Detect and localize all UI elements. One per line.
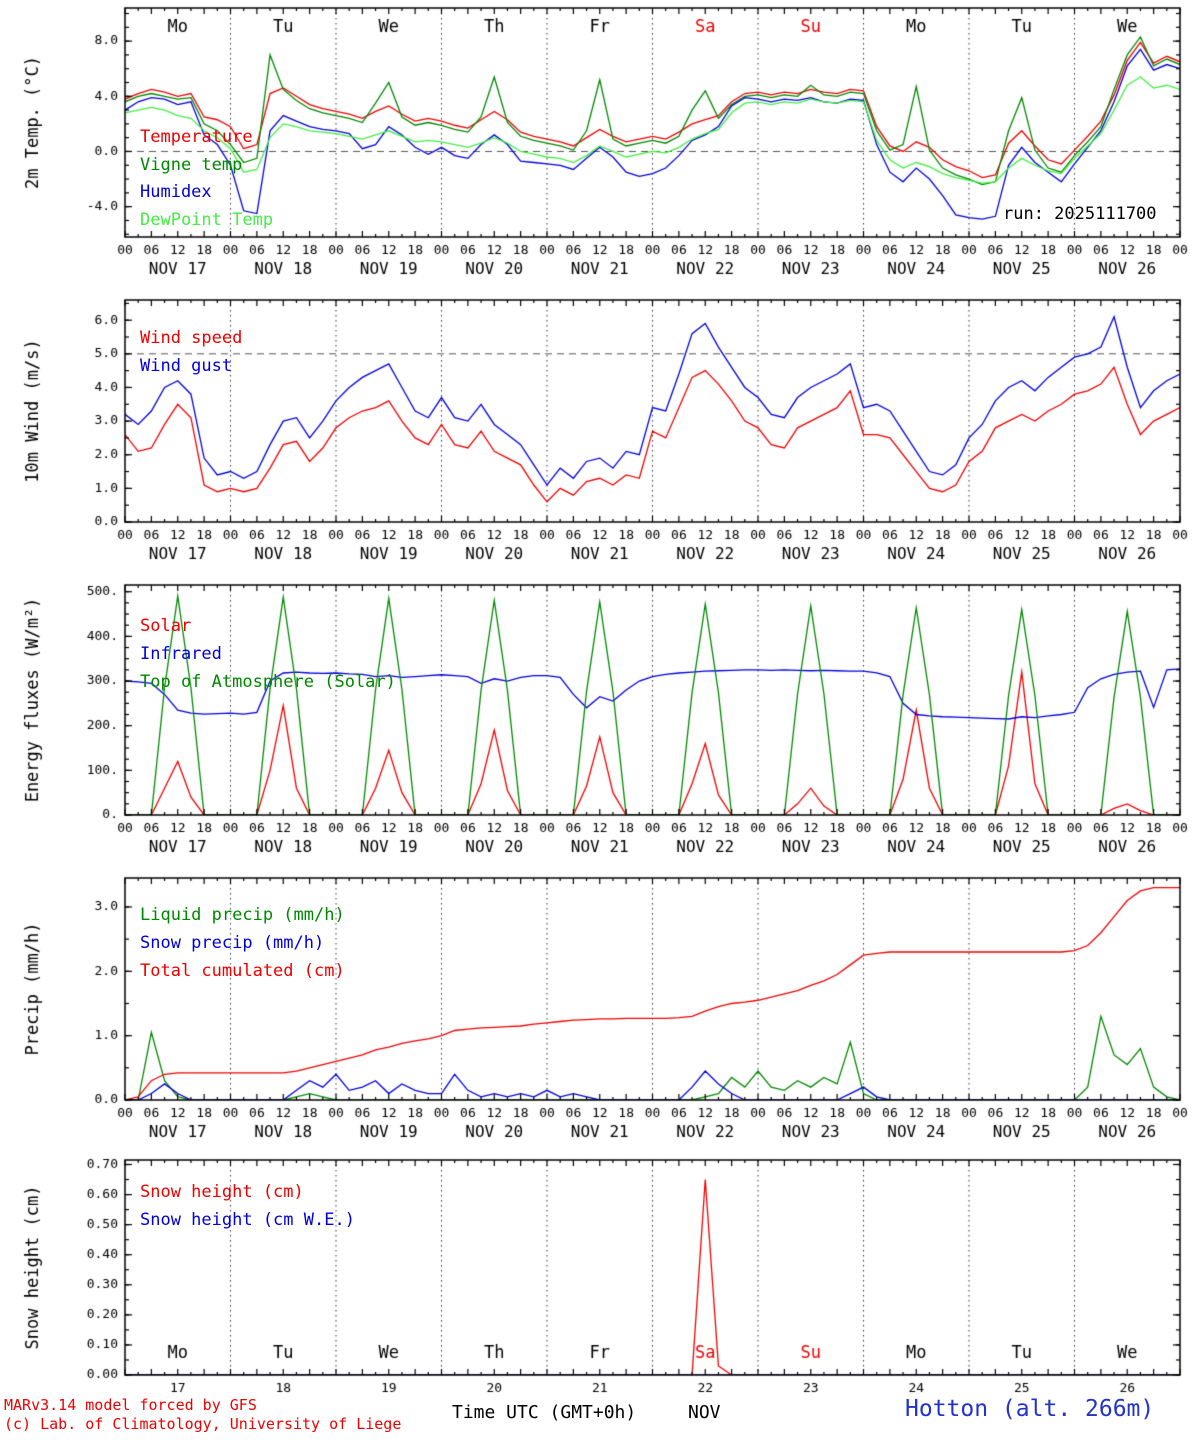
legend-toa-solar: Top of Atmosphere (Solar) [140,672,396,692]
legend-infrared: Infrared [140,644,222,664]
run-label: run: 2025111700 [1003,204,1157,224]
legend-temperature: Temperature [140,127,253,147]
x-axis-title: Time UTC (GMT+0h) [452,1402,637,1423]
legend-humidex: Humidex [140,182,212,202]
model-credit-line1: MARv3.14 model forced by GFS [4,1396,257,1414]
legend-wind-gust: Wind gust [140,356,233,376]
legend-solar: Solar [140,616,192,636]
station-label: Hotton (alt. 266m) [905,1396,1155,1422]
legend-vigne-temp: Vigne temp [140,155,243,175]
legend-wind-speed: Wind speed [140,328,243,348]
legend-dewpoint-temp: DewPoint Temp [140,210,274,230]
legend-snow-precip: Snow precip (mm/h) [140,933,325,953]
legend-snow-height-we: Snow height (cm W.E.) [140,1210,355,1230]
legend-total-cumulated: Total cumulated (cm) [140,961,345,981]
month-label: NOV [688,1402,721,1423]
model-credit-line2: (c) Lab. of Climatology, University of L… [4,1415,402,1433]
legend-liquid-precip: Liquid precip (mm/h) [140,905,345,925]
legend-snow-height: Snow height (cm) [140,1182,304,1202]
